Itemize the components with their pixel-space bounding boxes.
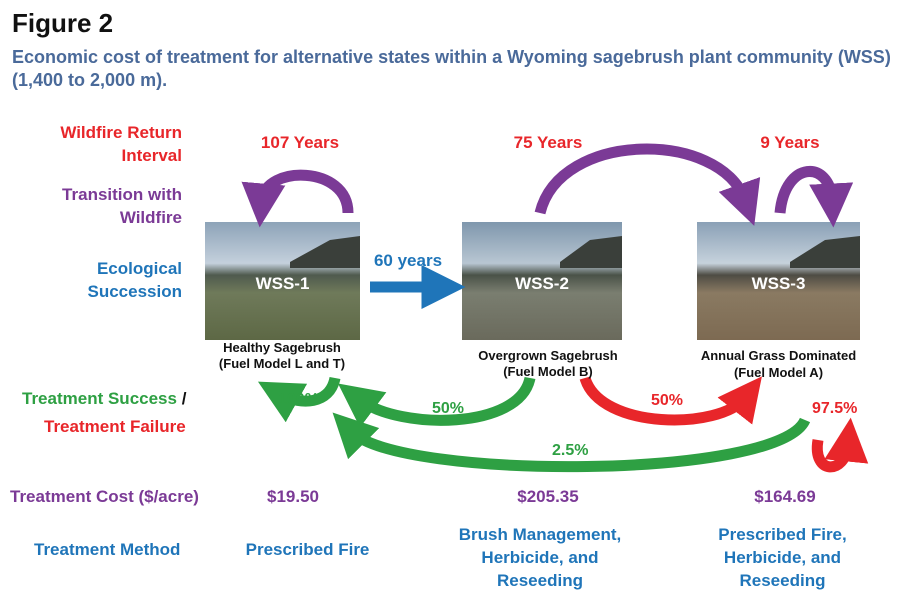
state-id: WSS-1 (255, 274, 310, 293)
failure-label: 97.5% (812, 400, 858, 417)
fuel-model: (Fuel Model B) (503, 364, 593, 380)
legend-wildfire: Wildfire Return Interval (60, 123, 182, 165)
legend-cost: Treatment Cost ($/acre) (10, 487, 199, 506)
state-name: Annual Grass Dominated (700, 348, 857, 363)
success-label: 100% (278, 391, 319, 408)
legend-treatment: Treatment Success / (22, 388, 186, 411)
failure-arrow-3 (811, 417, 869, 473)
legend-separator: / (181, 389, 187, 408)
return-interval: 75 Years (513, 133, 583, 152)
failure-label: 50% (651, 392, 684, 409)
wildfire-arrow-3 (774, 166, 854, 228)
treatment-cost: $164.69 (754, 487, 816, 506)
photo-ridge (790, 236, 860, 268)
fuel-model: (Fuel Model A) (733, 364, 824, 380)
legend-transition: Transition with Wildfire (62, 185, 182, 227)
photo-ridge (290, 236, 360, 268)
treatment-cost: $205.35 (517, 487, 579, 506)
wildfire-arrow-2 (534, 143, 761, 226)
success-label: 50% (432, 400, 465, 417)
legend-method: Treatment Method (34, 540, 181, 559)
state-label: Overgrown Sagebrush (Fuel Model B) (448, 348, 648, 381)
legend-success: Treatment Success (22, 389, 177, 408)
state-name: Healthy Sagebrush (223, 340, 341, 355)
treatment-cost: $19.50 (267, 487, 319, 506)
treatment-method: Prescribed Fire, Herbicide, and Reseedin… (718, 525, 847, 590)
caption: Economic cost of treatment for alternati… (12, 47, 891, 91)
wildfire-arrow-1 (241, 169, 354, 228)
fuel-model: (Fuel Model L and T) (218, 356, 346, 372)
state-id: WSS-3 (751, 274, 806, 293)
failure-arrow-2 (579, 375, 762, 426)
state-label: Annual Grass Dominated (Fuel Model A) (676, 348, 881, 382)
state-name: Overgrown Sagebrush (478, 348, 618, 363)
treatment-method: Prescribed Fire (245, 540, 370, 559)
figure-label: Figure 2 (12, 8, 114, 38)
success-arrow-1 (257, 376, 341, 423)
legend-failure: Treatment Failure (44, 417, 186, 436)
state-label: Healthy Sagebrush (Fuel Model L and T) (192, 340, 372, 373)
treatment-method: Brush Management, Herbicide, and Reseedi… (458, 525, 622, 590)
state-id: WSS-2 (515, 274, 569, 293)
legend-succession: Ecological Succession (87, 259, 183, 301)
return-interval: 107 Years (260, 133, 340, 152)
success-arrow-3 (332, 412, 811, 473)
return-interval: 9 Years (760, 133, 820, 152)
success-arrow-2 (337, 376, 536, 428)
photo-ridge (560, 236, 622, 268)
succession-label: 60 years (373, 251, 443, 270)
success-label: 2.5% (552, 442, 589, 459)
